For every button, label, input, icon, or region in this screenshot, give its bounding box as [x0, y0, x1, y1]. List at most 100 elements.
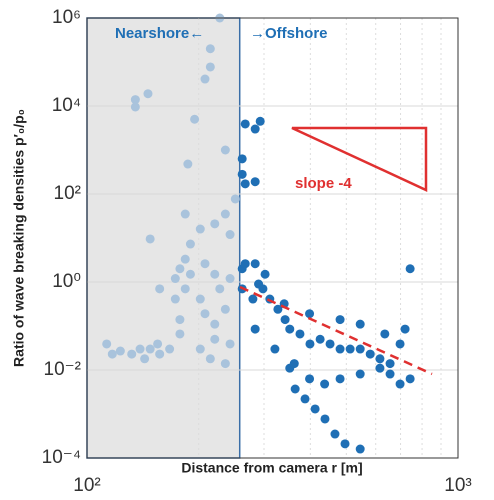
data-point — [335, 344, 345, 354]
nearshore-label: Nearshore← — [115, 25, 204, 42]
data-point — [260, 269, 270, 279]
data-point — [405, 374, 415, 384]
data-point — [258, 284, 268, 294]
data-point — [175, 329, 185, 339]
data-point — [180, 254, 190, 264]
data-point — [220, 304, 230, 314]
data-point — [225, 274, 235, 284]
plot-frame — [86, 17, 459, 459]
data-point — [280, 315, 290, 325]
slope-line — [239, 285, 433, 376]
data-point — [355, 344, 365, 354]
data-point — [140, 354, 150, 364]
slope-label: slope -4 — [295, 175, 352, 192]
data-point — [240, 259, 250, 269]
data-point — [340, 439, 350, 449]
data-point — [225, 339, 235, 349]
data-point — [165, 344, 175, 354]
y-tick-label: 10⁻⁴ — [42, 447, 81, 468]
y-tick-label: 10² — [54, 183, 81, 204]
data-point — [385, 369, 395, 379]
data-point — [135, 344, 145, 354]
data-point — [273, 304, 283, 314]
data-point — [183, 159, 193, 169]
data-point — [355, 319, 365, 329]
data-point — [210, 334, 220, 344]
data-point — [240, 179, 250, 189]
data-point — [250, 177, 260, 187]
data-point — [195, 344, 205, 354]
y-tick-label: 10⁶ — [52, 7, 81, 28]
data-point — [385, 359, 395, 369]
data-point — [355, 444, 365, 454]
data-point — [127, 349, 137, 359]
data-point — [170, 294, 180, 304]
data-point — [355, 369, 365, 379]
data-point — [153, 339, 163, 349]
data-point — [130, 102, 140, 112]
data-point — [175, 315, 185, 325]
data-point — [295, 329, 305, 339]
data-point — [375, 354, 385, 364]
data-point — [170, 274, 180, 284]
data-point — [143, 89, 153, 99]
data-point — [290, 384, 300, 394]
data-point — [330, 429, 340, 439]
data-point — [195, 224, 205, 234]
data-point — [210, 319, 220, 329]
data-point — [395, 339, 405, 349]
data-point — [180, 209, 190, 219]
data-point — [220, 145, 230, 155]
x-tick-label: 10² — [73, 475, 100, 496]
data-point — [365, 349, 375, 359]
x-axis-label: Distance from camera r [m] — [181, 460, 362, 476]
data-point — [335, 374, 345, 384]
data-point — [205, 62, 215, 72]
data-point — [255, 116, 265, 126]
data-point — [405, 264, 415, 274]
data-point — [325, 339, 335, 349]
data-point — [320, 379, 330, 389]
data-point — [220, 359, 230, 369]
data-point — [215, 284, 225, 294]
data-point — [225, 230, 235, 240]
data-point — [210, 219, 220, 229]
data-point — [205, 44, 215, 54]
data-point — [315, 334, 325, 344]
data-point — [250, 124, 260, 134]
data-point — [289, 359, 299, 369]
y-tick-label: 10⁰ — [52, 271, 81, 292]
data-point — [230, 194, 240, 204]
data-point — [145, 234, 155, 244]
data-point — [240, 119, 250, 129]
nearshore-region — [86, 17, 241, 459]
y-axis-label: Ratio of wave breaking densities p′₀/p₀ — [11, 109, 27, 367]
data-point — [220, 209, 230, 219]
data-point — [305, 374, 315, 384]
data-point — [210, 269, 220, 279]
data-point — [107, 349, 117, 359]
data-point — [190, 114, 200, 124]
data-point — [237, 154, 247, 164]
y-tick-label: 10⁻² — [44, 359, 82, 380]
data-point — [185, 269, 195, 279]
data-point — [335, 315, 345, 325]
data-point — [400, 324, 410, 334]
data-point — [185, 239, 195, 249]
data-point — [300, 394, 310, 404]
data-point — [195, 294, 205, 304]
data-point — [380, 329, 390, 339]
offshore-label: →Offshore — [250, 25, 328, 42]
slope-triangle — [291, 126, 428, 192]
data-point — [130, 95, 140, 105]
data-point — [145, 344, 155, 354]
data-point — [250, 259, 260, 269]
data-point — [375, 363, 385, 373]
data-point — [175, 264, 185, 274]
data-point — [200, 74, 210, 84]
data-point — [155, 284, 165, 294]
data-point — [310, 404, 320, 414]
data-point — [320, 414, 330, 424]
data-point — [250, 324, 260, 334]
data-point — [205, 354, 215, 364]
